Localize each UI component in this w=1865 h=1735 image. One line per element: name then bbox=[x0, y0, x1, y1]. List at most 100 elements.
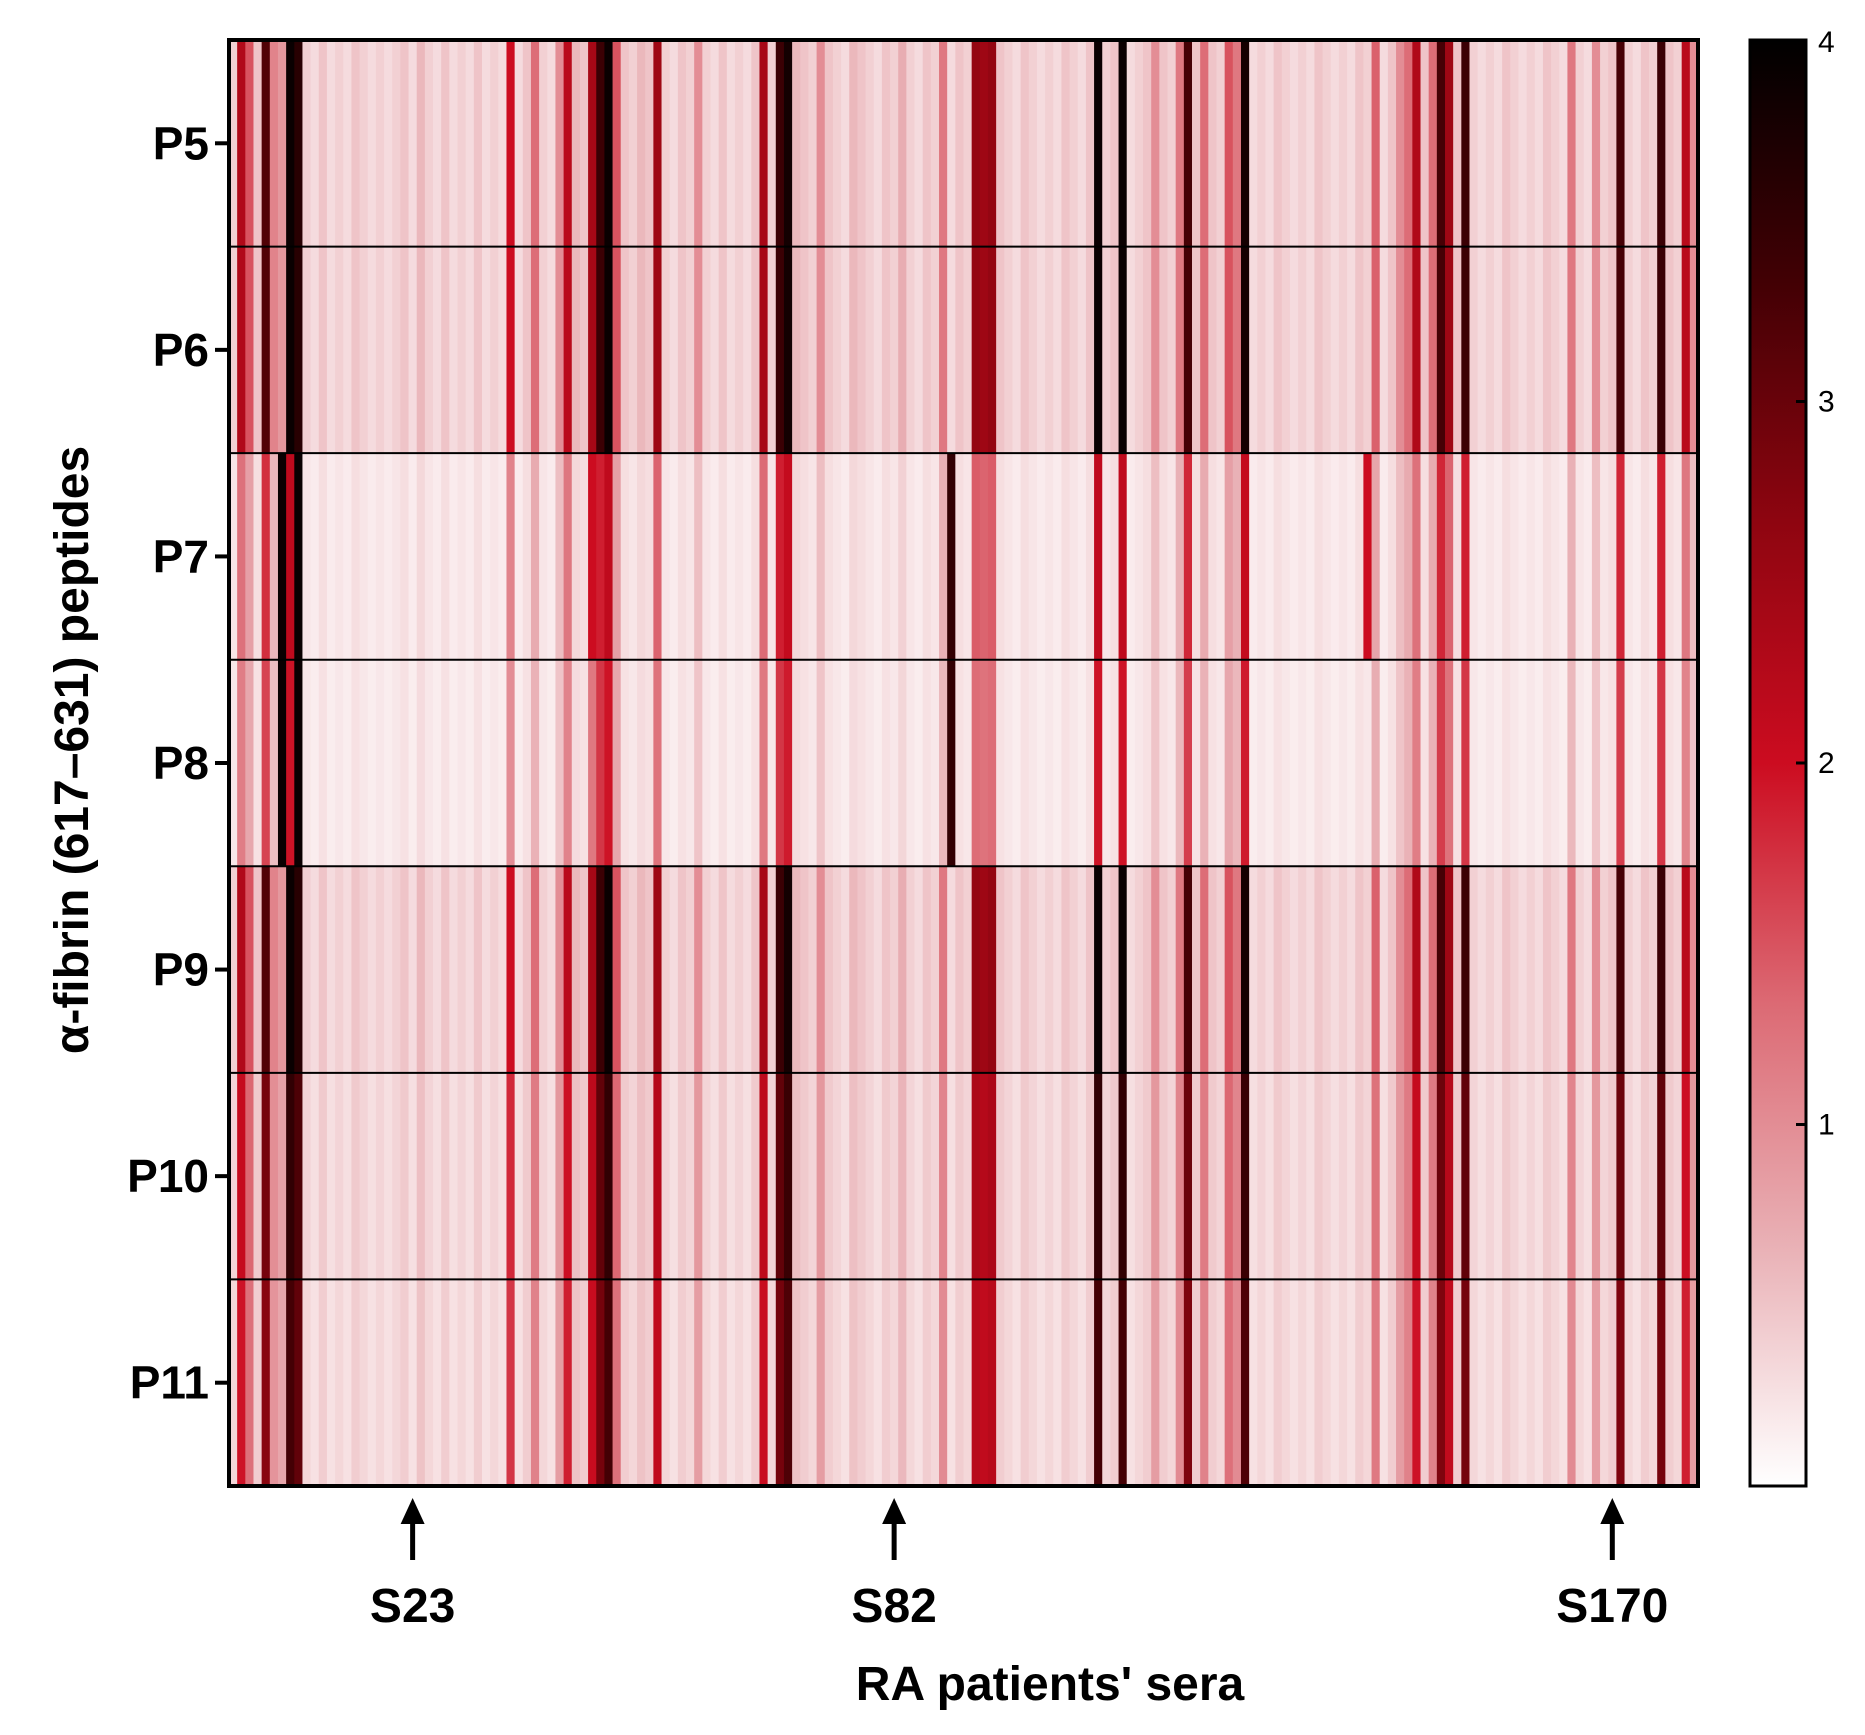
heatmap-cell bbox=[1020, 659, 1030, 867]
heatmap-cell bbox=[514, 1072, 524, 1281]
heatmap-cell bbox=[1485, 866, 1495, 1074]
heatmap-cell bbox=[424, 1072, 434, 1281]
heatmap-cell bbox=[400, 453, 410, 661]
heatmap-cell bbox=[1363, 1072, 1373, 1281]
marker-arrow-head bbox=[882, 1498, 907, 1524]
heatmap-cell bbox=[530, 1279, 540, 1487]
heatmap-cell bbox=[987, 453, 997, 661]
heatmap-cell bbox=[1347, 40, 1356, 248]
heatmap-cell bbox=[1673, 453, 1683, 661]
heatmap-cell bbox=[1159, 659, 1169, 867]
heatmap-cell bbox=[743, 866, 752, 1074]
heatmap-cell bbox=[718, 1072, 728, 1281]
heatmap-cell bbox=[914, 246, 924, 454]
heatmap-cell bbox=[1657, 1072, 1666, 1281]
heatmap-cell bbox=[1347, 659, 1356, 867]
heatmap-cell bbox=[1493, 453, 1503, 661]
heatmap-cell bbox=[824, 246, 834, 454]
heatmap-cell bbox=[637, 246, 646, 454]
heatmap-cell bbox=[506, 40, 516, 248]
heatmap-cell bbox=[1159, 866, 1169, 1074]
heatmap-cell bbox=[1600, 1279, 1609, 1487]
heatmap-cell bbox=[351, 866, 361, 1074]
heatmap-cell bbox=[1673, 866, 1683, 1074]
heatmap-cell bbox=[686, 1279, 695, 1487]
heatmap-cell bbox=[1085, 1072, 1095, 1281]
heatmap-cell bbox=[1151, 453, 1160, 661]
heatmap-cell bbox=[1542, 246, 1552, 454]
heatmap-cell bbox=[694, 866, 703, 1074]
heatmap-cell bbox=[1143, 1072, 1152, 1281]
heatmap-cell bbox=[718, 246, 728, 454]
heatmap-cell bbox=[359, 453, 369, 661]
heatmap-cell bbox=[465, 246, 475, 454]
y-tick-label: P5 bbox=[153, 117, 209, 169]
heatmap-cell bbox=[326, 40, 336, 248]
heatmap-cell bbox=[318, 1279, 328, 1487]
heatmap-cell bbox=[1689, 1072, 1699, 1281]
heatmap-cell bbox=[759, 1279, 769, 1487]
heatmap-cell bbox=[367, 1279, 377, 1487]
heatmap-cell bbox=[1665, 659, 1675, 867]
heatmap-cell bbox=[1224, 453, 1234, 661]
heatmap-cell bbox=[1020, 1072, 1030, 1281]
heatmap-cell bbox=[1216, 1072, 1226, 1281]
heatmap-cell bbox=[906, 40, 916, 248]
heatmap-cell bbox=[245, 866, 255, 1074]
heatmap-cell bbox=[1330, 1072, 1340, 1281]
heatmap-cell bbox=[710, 1072, 720, 1281]
heatmap-cell bbox=[857, 40, 867, 248]
heatmap-cell bbox=[775, 246, 785, 454]
heatmap-cell bbox=[710, 246, 720, 454]
heatmap-cell bbox=[930, 1072, 940, 1281]
heatmap-cell bbox=[694, 1072, 703, 1281]
heatmap-cell bbox=[1200, 866, 1209, 1074]
heatmap-cell bbox=[881, 1072, 891, 1281]
heatmap-cell bbox=[335, 1279, 344, 1487]
heatmap-cell bbox=[1347, 453, 1356, 661]
heatmap-cell bbox=[1387, 453, 1397, 661]
row-separators bbox=[229, 245, 1698, 1281]
heatmap-cell bbox=[620, 246, 630, 454]
heatmap-cell bbox=[1298, 453, 1307, 661]
heatmap-cell bbox=[596, 246, 606, 454]
heatmap-cell bbox=[457, 866, 467, 1074]
heatmap-cell bbox=[1094, 866, 1103, 1074]
heatmap-cell bbox=[645, 866, 654, 1074]
heatmap-cell bbox=[498, 1279, 508, 1487]
heatmap-cell bbox=[1379, 40, 1389, 248]
heatmap-cell bbox=[792, 40, 801, 248]
heatmap-cell bbox=[1371, 659, 1381, 867]
heatmap-cell bbox=[310, 40, 320, 248]
heatmap-cell bbox=[1126, 1279, 1136, 1487]
heatmap-cell bbox=[743, 453, 752, 661]
heatmap-cell bbox=[653, 659, 663, 867]
heatmap-cell bbox=[465, 1279, 475, 1487]
heatmap-cell bbox=[1428, 40, 1438, 248]
marker-label: S23 bbox=[370, 1580, 455, 1633]
heatmap-cell bbox=[408, 246, 418, 454]
heatmap-cell bbox=[343, 246, 353, 454]
heatmap-cell bbox=[1167, 246, 1177, 454]
heatmap-cell bbox=[1567, 1279, 1577, 1487]
heatmap-cell bbox=[1143, 40, 1152, 248]
heatmap-cell bbox=[1167, 40, 1177, 248]
heatmap-cell bbox=[424, 40, 434, 248]
heatmap-cell bbox=[563, 453, 573, 661]
heatmap-cell bbox=[767, 1072, 777, 1281]
heatmap-cell bbox=[1608, 453, 1617, 661]
colorbar-tick-label: 4 bbox=[1818, 26, 1835, 59]
heatmap-cell bbox=[1077, 1072, 1087, 1281]
heatmap-cell bbox=[1600, 40, 1609, 248]
heatmap-cell bbox=[1273, 453, 1283, 661]
heatmap-cell bbox=[481, 1072, 491, 1281]
heatmap-cell bbox=[865, 453, 875, 661]
heatmap-cell bbox=[1387, 246, 1397, 454]
marker-arrow-head bbox=[400, 1498, 425, 1524]
heatmap-cell bbox=[1110, 1279, 1120, 1487]
heatmap-cell bbox=[588, 1279, 597, 1487]
heatmap-cell bbox=[335, 40, 344, 248]
heatmap-cell bbox=[979, 453, 989, 661]
heatmap-cell bbox=[1493, 246, 1503, 454]
heatmap-cell bbox=[269, 1072, 279, 1281]
